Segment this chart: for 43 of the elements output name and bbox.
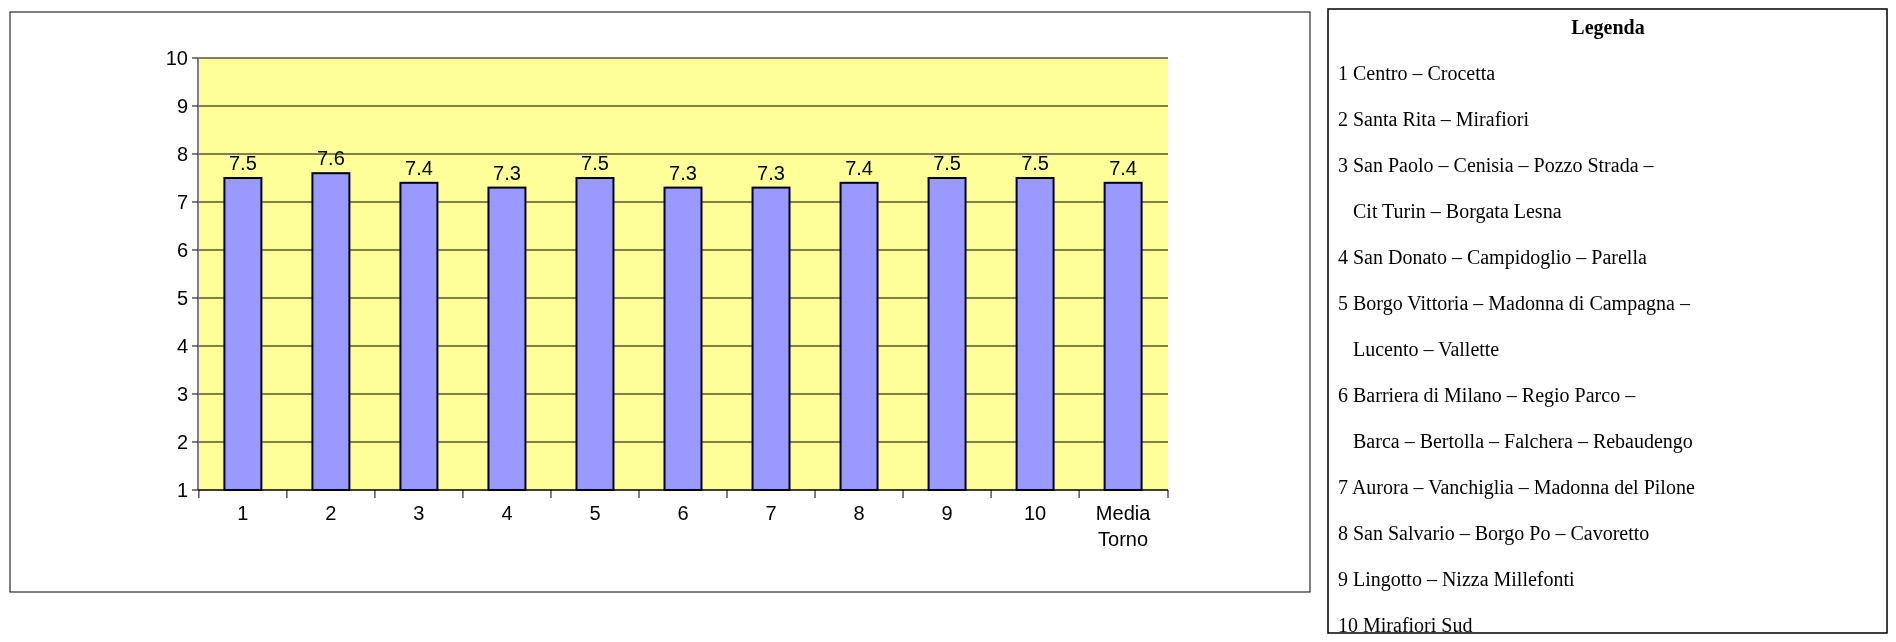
data-label: 7.6 [317, 147, 345, 170]
text: 4 San Donato – Campidoglio – Parella [1338, 246, 1647, 269]
x-tick-label: 3 [413, 502, 425, 524]
data-label: 7.3 [669, 161, 697, 184]
text: 3 San Paolo – Cenisia – Pozzo Strada – Cit Turin – Borgata Lesna [1338, 154, 1654, 222]
data-label: 7.5 [1021, 152, 1049, 174]
text: Legenda [1571, 16, 1645, 39]
x-tick-label: 8 [853, 502, 865, 524]
data-label: 7.5 [933, 152, 961, 174]
x-tick-label: 9 [941, 502, 953, 524]
y-tick-label: 3 [176, 383, 188, 405]
y-tick-label: 1 [176, 479, 188, 501]
x-tick-label: 6 [677, 502, 689, 524]
text: 1 Centro – Crocetta [1338, 62, 1496, 84]
data-label: 7.5 [228, 152, 257, 174]
y-tick-label: 2 [176, 431, 188, 453]
data-label: 7.3 [493, 161, 521, 184]
y-tick-label: 6 [176, 239, 188, 261]
text: 5 Borgo Vittoria – Madonna di Campagna – Lucento – Vallette [1338, 292, 1690, 360]
data-label: 7.4 [405, 156, 433, 179]
data-label: 7.4 [1109, 156, 1138, 179]
text: 7 Aurora – Vanchiglia – Madonna del Pilone [1338, 476, 1695, 499]
x-tick-label: 2 [325, 502, 337, 524]
y-tick-label: 5 [176, 287, 188, 309]
x-tick-label: 7 [765, 502, 777, 524]
text: 10 Mirafiori Sud [1338, 614, 1473, 636]
x-tick-label: Media Torno [1095, 502, 1152, 550]
data-label: 7.4 [845, 156, 873, 179]
x-tick-label: 5 [589, 502, 601, 524]
y-tick-label: 10 [165, 47, 188, 69]
x-tick-label: 4 [501, 502, 513, 524]
data-label: 7.5 [581, 152, 609, 174]
x-tick-label: 10 [1023, 502, 1047, 524]
y-tick-label: 8 [176, 143, 188, 165]
data-label: 7.3 [757, 161, 785, 184]
text: 9 Lingotto – Nizza Millefonti [1338, 568, 1576, 591]
x-tick-label: 1 [237, 502, 249, 524]
y-tick-label: 4 [176, 335, 188, 357]
text: 8 San Salvario – Borgo Po – Cavoretto [1338, 522, 1650, 545]
y-tick-label: 9 [176, 95, 188, 117]
text: 2 Santa Rita – Mirafiori [1338, 108, 1530, 130]
text: 6 Barriera di Milano – Regio Parco – Barca – Bertolla – Falchera – Rebaudengo [1338, 384, 1693, 452]
y-tick-label: 7 [176, 191, 188, 213]
